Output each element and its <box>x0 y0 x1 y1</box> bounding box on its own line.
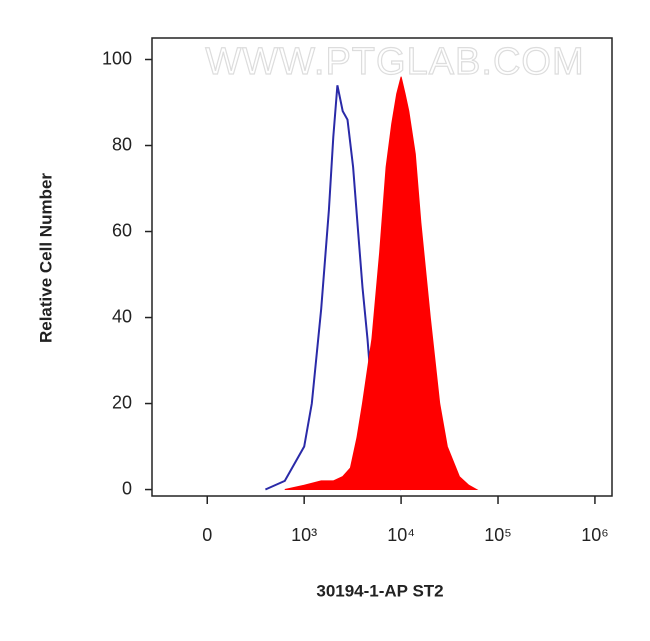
y-tick-label: 100 <box>102 48 132 68</box>
x-tick-label: 10⁶ <box>581 525 608 545</box>
histogram-area <box>284 76 479 490</box>
x-tick-label: 0 <box>202 525 212 545</box>
y-tick-label: 0 <box>122 478 132 498</box>
plot-frame <box>151 37 613 497</box>
y-tick-label: 80 <box>112 134 132 154</box>
x-tick-label: 10⁵ <box>484 525 511 545</box>
x-tick-label: 10³ <box>291 525 317 545</box>
y-tick-label: 40 <box>112 306 132 326</box>
x-axis-title: 30194-1-AP ST2 <box>316 581 443 600</box>
y-tick-label: 60 <box>112 220 132 240</box>
x-tick-label: 10⁴ <box>387 525 415 545</box>
y-tick-label: 20 <box>112 392 132 412</box>
watermark: WWW.PTGLAB.COM <box>205 41 584 83</box>
y-axis-title: Relative Cell Number <box>36 173 55 343</box>
